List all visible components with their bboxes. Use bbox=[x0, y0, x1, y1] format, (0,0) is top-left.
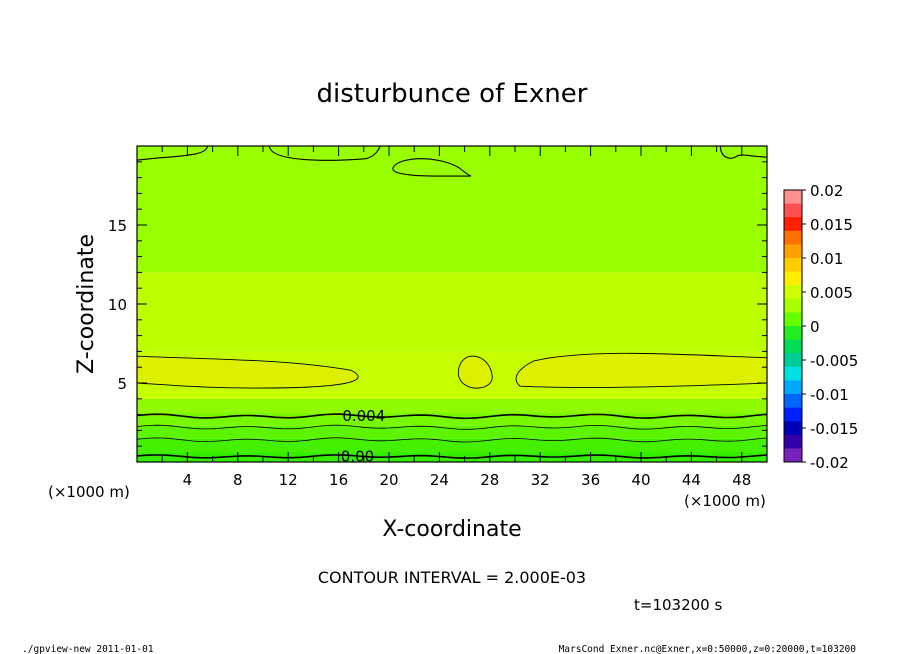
contour-top-left bbox=[136, 145, 209, 161]
contour-label-1: 0.00 bbox=[341, 447, 374, 465]
contour-lines: 0.004 0.00 bbox=[136, 145, 768, 465]
y-tick-label: 15 bbox=[108, 217, 127, 235]
colorbar-segment bbox=[784, 434, 802, 449]
contour-top-right bbox=[719, 145, 768, 159]
colorbar-segment bbox=[784, 339, 802, 354]
contour-0-major bbox=[136, 454, 768, 459]
x-axis-unit-right: (×1000 m) bbox=[684, 492, 766, 510]
x-tick-label: 16 bbox=[329, 471, 348, 489]
colorbar-segment bbox=[784, 244, 802, 259]
colorbar-segment bbox=[784, 326, 802, 340]
band-4 bbox=[137, 398, 767, 414]
colorbar-segment bbox=[784, 407, 802, 422]
footer-right: MarsCond_Exner.nc@Exner,x=0:50000,z=0:20… bbox=[559, 644, 857, 654]
contour-interval-text: CONTOUR INTERVAL = 2.000E-03 bbox=[318, 568, 586, 587]
contour-top-closed bbox=[392, 158, 472, 177]
y-axis-ticks: 5 10 15 bbox=[108, 161, 767, 447]
colorbar-segment bbox=[784, 366, 802, 381]
colorbar-segment bbox=[784, 394, 802, 408]
highlight-region-middle bbox=[457, 355, 493, 389]
colorbar-segment bbox=[784, 380, 802, 395]
colorbar-segment bbox=[784, 353, 802, 368]
colorbar-label: 0 bbox=[810, 318, 820, 336]
time-text: t=103200 s bbox=[634, 596, 722, 614]
colorbar-label: -0.005 bbox=[810, 352, 858, 370]
band-3 bbox=[137, 413, 767, 426]
contour-0.004-major bbox=[136, 413, 768, 420]
colorbar-label: 0.01 bbox=[810, 250, 843, 268]
colorbar-labels: 0.02 0.015 0.01 0.005 0 -0.005 -0.01 -0.015 -0.0… bbox=[802, 182, 858, 472]
chart-title: disturbunce of Exner bbox=[317, 79, 588, 109]
x-tick-label: 12 bbox=[279, 471, 298, 489]
colorbar-segment bbox=[784, 217, 802, 232]
footer-left: ./gpview-new 2011-01-01 bbox=[22, 644, 154, 654]
highlight-region-left bbox=[136, 355, 359, 389]
colorbar-label: 0.02 bbox=[810, 182, 843, 200]
x-tick-label: 28 bbox=[480, 471, 499, 489]
plot-frame bbox=[136, 145, 768, 463]
colorbar-segment bbox=[784, 203, 802, 218]
x-tick-label: 8 bbox=[233, 471, 243, 489]
x-axis-ticks: 4 8 12 16 20 24 28 32 36 40 44 48 bbox=[161, 146, 768, 489]
x-tick-label: 44 bbox=[682, 471, 701, 489]
y-tick-label: 5 bbox=[117, 375, 127, 393]
highlight-region-right bbox=[515, 352, 768, 388]
contour-lower-1 bbox=[136, 424, 768, 430]
x-tick-label: 24 bbox=[430, 471, 449, 489]
band-7 bbox=[137, 146, 767, 273]
x-tick-label: 4 bbox=[183, 471, 193, 489]
colorbar-label: -0.02 bbox=[810, 454, 849, 472]
x-tick-label: 32 bbox=[531, 471, 550, 489]
x-tick-label: 40 bbox=[631, 471, 650, 489]
colorbar-label: -0.01 bbox=[810, 386, 849, 404]
colorbar-segment bbox=[784, 258, 802, 272]
colorbar-segment bbox=[784, 421, 802, 436]
colorbar bbox=[783, 189, 803, 463]
contour-top-mid-left bbox=[268, 145, 381, 161]
colorbar-segment bbox=[784, 190, 802, 204]
x-axis-unit-left: (×1000 m) bbox=[48, 483, 130, 501]
x-tick-label: 36 bbox=[581, 471, 600, 489]
band-1 bbox=[137, 438, 767, 453]
colorbar-label: 0.015 bbox=[810, 216, 853, 234]
colorbar-label: -0.015 bbox=[810, 420, 858, 438]
contour-label-0: 0.004 bbox=[342, 407, 385, 425]
x-tick-label: 20 bbox=[379, 471, 398, 489]
x-tick-label: 48 bbox=[732, 471, 751, 489]
x-axis-label: X-coordinate bbox=[382, 517, 521, 542]
contour-field bbox=[136, 146, 768, 462]
colorbar-label: 0.005 bbox=[810, 284, 853, 302]
colorbar-segment bbox=[784, 312, 802, 327]
colorbar-segment bbox=[784, 448, 802, 463]
colorbar-segment bbox=[784, 298, 802, 313]
colorbar-segment bbox=[784, 285, 802, 300]
band-6 bbox=[137, 272, 767, 352]
y-tick-label: 10 bbox=[108, 296, 127, 314]
colorbar-segment bbox=[784, 230, 802, 245]
contour-lower-2 bbox=[136, 437, 768, 443]
y-axis-label: Z-coordinate bbox=[74, 234, 99, 374]
colorbar-segment bbox=[784, 271, 802, 286]
